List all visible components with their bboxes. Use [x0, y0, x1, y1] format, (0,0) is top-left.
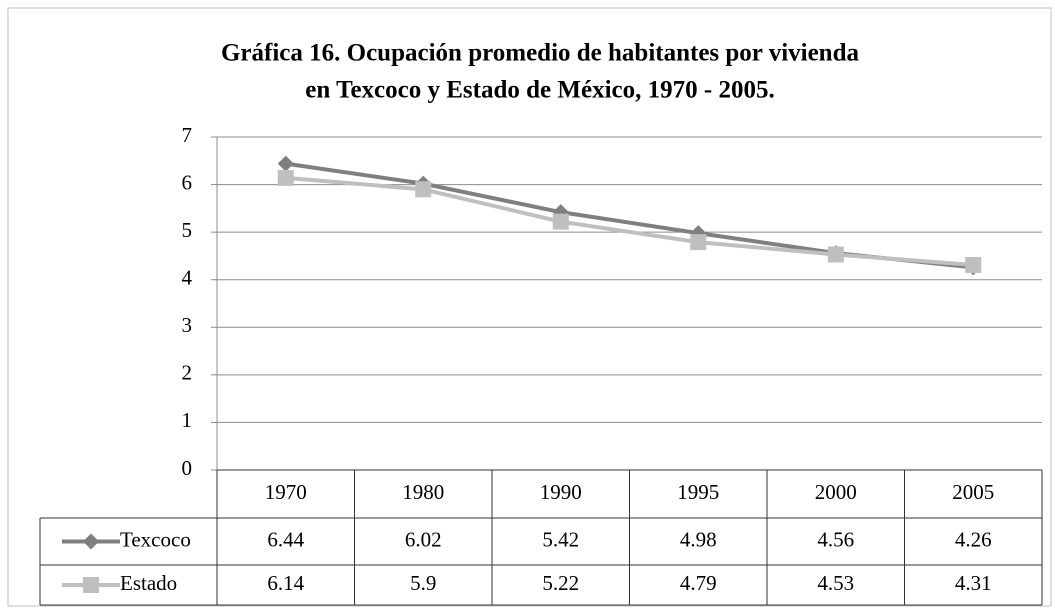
marker [277, 155, 294, 172]
marker [552, 213, 569, 230]
x-tick-label: 1995 [677, 480, 719, 504]
x-tick-label: 1980 [402, 480, 444, 504]
table-value: 4.98 [680, 527, 717, 551]
marker [83, 533, 99, 550]
marker [690, 234, 707, 251]
table-value: 4.79 [680, 571, 717, 595]
marker [277, 169, 294, 186]
series-line [285, 175, 974, 267]
y-tick-label: 3 [182, 313, 193, 337]
y-tick-label: 2 [182, 361, 193, 385]
y-tick-label: 0 [182, 456, 193, 480]
x-tick-label: 2005 [952, 480, 994, 504]
table-value: 6.14 [267, 571, 304, 595]
marker [415, 181, 432, 198]
table-value: 5.22 [542, 571, 579, 595]
marker [827, 246, 844, 263]
table-value: 4.31 [955, 571, 992, 595]
table-value: 6.02 [405, 527, 442, 551]
table-value: 4.26 [955, 527, 992, 551]
x-tick-label: 1970 [265, 480, 307, 504]
table-value: 5.9 [410, 571, 436, 595]
x-tick-label: 1990 [540, 480, 582, 504]
table-value: 5.42 [542, 527, 579, 551]
marker [965, 256, 982, 273]
table-value: 6.44 [267, 527, 304, 551]
table-value: 4.53 [817, 571, 854, 595]
y-tick-label: 7 [182, 123, 193, 147]
y-tick-label: 5 [182, 218, 193, 242]
chart-border [7, 7, 1052, 607]
chart-title: Gráfica 16. Ocupación promedio de habita… [221, 40, 860, 67]
x-tick-label: 2000 [815, 480, 857, 504]
y-tick-label: 1 [182, 408, 193, 432]
y-tick-label: 4 [182, 266, 193, 290]
chart-subtitle: en Texcoco y Estado de México, 1970 - 20… [305, 77, 774, 104]
legend-label: Texcoco [120, 527, 191, 551]
y-tick-label: 6 [182, 170, 193, 194]
legend-label: Estado [120, 571, 177, 595]
table-value: 4.56 [817, 527, 854, 551]
marker [83, 577, 99, 593]
